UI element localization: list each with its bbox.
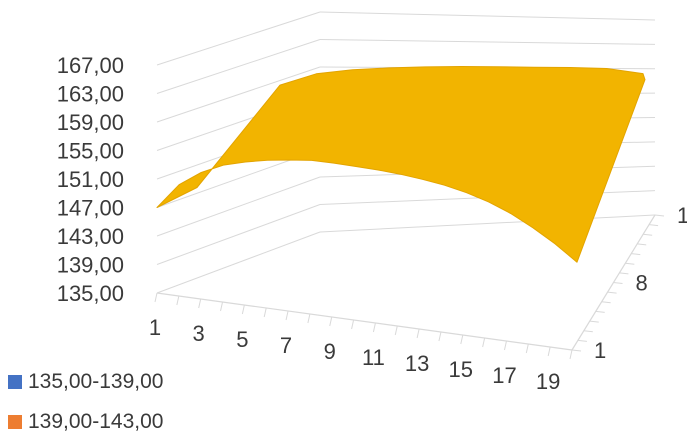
z-axis-ticks: 135,00 139,00 143,00 147,00 151,00 155,00 159,… bbox=[57, 53, 124, 306]
y-tick-mark bbox=[649, 224, 659, 227]
x-tick-mark bbox=[394, 325, 398, 336]
y-tick-mark bbox=[595, 310, 605, 313]
legend-label-1: 135,00-139,00 bbox=[28, 370, 164, 393]
y-tick-mark bbox=[577, 339, 587, 342]
x-tick-label: 17 bbox=[492, 363, 516, 388]
z-tick-label: 155,00 bbox=[57, 139, 124, 164]
x-axis-ticks: 1 3 5 7 9 11 13 15 17 19 bbox=[149, 315, 561, 394]
gridline-back bbox=[319, 39, 656, 45]
x-tick-label: 19 bbox=[536, 369, 560, 394]
z-tick-label: 163,00 bbox=[57, 82, 124, 107]
y-tick-mark bbox=[601, 301, 611, 304]
x-tick-mark bbox=[307, 313, 311, 324]
z-tick-label: 151,00 bbox=[57, 167, 124, 192]
x-tick-mark bbox=[525, 343, 529, 354]
z-tick-label: 135,00 bbox=[57, 281, 124, 306]
z-tick-label: 147,00 bbox=[57, 196, 124, 221]
gridline-back bbox=[319, 214, 656, 233]
x-axis-line bbox=[156, 292, 573, 351]
x-tick-mark bbox=[460, 334, 464, 345]
x-tick-mark bbox=[154, 292, 158, 303]
x-tick-label: 5 bbox=[236, 327, 248, 352]
y-tick-mark bbox=[583, 330, 593, 333]
x-tick-mark bbox=[372, 322, 376, 333]
x-tick-label: 13 bbox=[405, 351, 429, 376]
x-tick-label: 3 bbox=[193, 321, 205, 346]
x-tick-mark bbox=[351, 319, 355, 330]
legend-item-1: 135,00-139,00 bbox=[8, 370, 163, 394]
z-tick-label: 143,00 bbox=[57, 224, 124, 249]
y-axis-ticks: 1815 bbox=[594, 203, 687, 363]
y-tick-mark bbox=[631, 253, 641, 256]
x-tick-label: 11 bbox=[362, 345, 385, 370]
x-tick-mark bbox=[176, 295, 180, 306]
y-tick-mark bbox=[607, 291, 617, 294]
y-tick-mark bbox=[571, 349, 582, 352]
x-tick-mark bbox=[482, 337, 486, 348]
x-tick-mark bbox=[220, 301, 224, 312]
y-tick-mark bbox=[643, 233, 653, 236]
x-tick-mark bbox=[198, 298, 202, 309]
gridline-left bbox=[156, 176, 321, 237]
x-tick-mark bbox=[263, 307, 267, 318]
x-tick-mark bbox=[285, 310, 289, 321]
floor-axes bbox=[154, 214, 665, 360]
surface-plot bbox=[156, 66, 646, 263]
gridline-left bbox=[156, 39, 321, 94]
legend-item-2: 139,00-143,00 bbox=[8, 410, 163, 434]
gridline-left bbox=[156, 231, 321, 294]
x-tick-label: 1 bbox=[149, 315, 161, 340]
y-tick-mark bbox=[589, 320, 599, 323]
gridline-left bbox=[156, 204, 321, 265]
x-tick-mark bbox=[416, 328, 420, 339]
x-tick-label: 15 bbox=[449, 357, 473, 382]
x-tick-mark bbox=[503, 340, 507, 351]
x-tick-mark bbox=[569, 349, 573, 360]
x-tick-label: 9 bbox=[324, 339, 336, 364]
x-tick-label: 7 bbox=[280, 333, 292, 358]
y-tick-label: 1 bbox=[594, 338, 606, 363]
legend-swatch-1 bbox=[8, 375, 22, 389]
gridline-back bbox=[319, 11, 656, 21]
y-tick-mark bbox=[654, 214, 665, 217]
y-tick-label: 8 bbox=[636, 271, 648, 296]
legend-label-2: 139,00-143,00 bbox=[28, 410, 164, 433]
y-tick-mark bbox=[637, 243, 647, 246]
y-tick-mark bbox=[619, 272, 629, 275]
legend-swatch-2 bbox=[8, 415, 22, 429]
x-tick-mark bbox=[241, 304, 245, 315]
y-tick-label: 15 bbox=[677, 203, 687, 228]
x-tick-mark bbox=[438, 331, 442, 342]
z-tick-label: 139,00 bbox=[57, 253, 124, 278]
x-tick-mark bbox=[329, 316, 333, 327]
gridline-left bbox=[156, 66, 321, 123]
x-tick-mark bbox=[547, 346, 551, 357]
z-tick-label: 167,00 bbox=[57, 53, 124, 78]
gridline-left bbox=[156, 11, 321, 66]
y-tick-mark bbox=[625, 262, 635, 265]
z-tick-label: 159,00 bbox=[57, 110, 124, 135]
y-tick-mark bbox=[613, 282, 623, 284]
